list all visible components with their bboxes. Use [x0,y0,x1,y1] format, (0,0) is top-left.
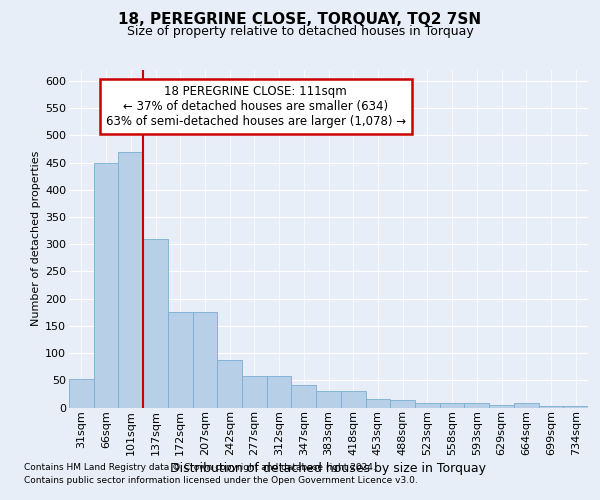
Bar [316,391,341,407]
Bar [217,360,242,408]
Bar [69,379,94,408]
Bar [489,405,514,407]
Bar [242,376,267,408]
Bar [118,152,143,408]
Bar [390,400,415,407]
Bar [292,384,316,407]
Bar [514,403,539,407]
Bar [440,403,464,407]
Bar [267,376,292,408]
Text: 18, PEREGRINE CLOSE, TORQUAY, TQ2 7SN: 18, PEREGRINE CLOSE, TORQUAY, TQ2 7SN [118,12,482,28]
Bar [365,400,390,407]
Bar [193,312,217,408]
Bar [168,312,193,408]
Text: Size of property relative to detached houses in Torquay: Size of property relative to detached ho… [127,25,473,38]
Text: Contains public sector information licensed under the Open Government Licence v3: Contains public sector information licen… [24,476,418,485]
Text: Contains HM Land Registry data © Crown copyright and database right 2024.: Contains HM Land Registry data © Crown c… [24,464,376,472]
Bar [464,403,489,407]
Bar [539,406,563,407]
Bar [94,162,118,408]
Bar [415,403,440,407]
X-axis label: Distribution of detached houses by size in Torquay: Distribution of detached houses by size … [170,462,487,475]
Text: 18 PEREGRINE CLOSE: 111sqm
← 37% of detached houses are smaller (634)
63% of sem: 18 PEREGRINE CLOSE: 111sqm ← 37% of deta… [106,85,406,128]
Y-axis label: Number of detached properties: Number of detached properties [31,151,41,326]
Bar [143,239,168,408]
Bar [341,391,365,407]
Bar [563,406,588,407]
